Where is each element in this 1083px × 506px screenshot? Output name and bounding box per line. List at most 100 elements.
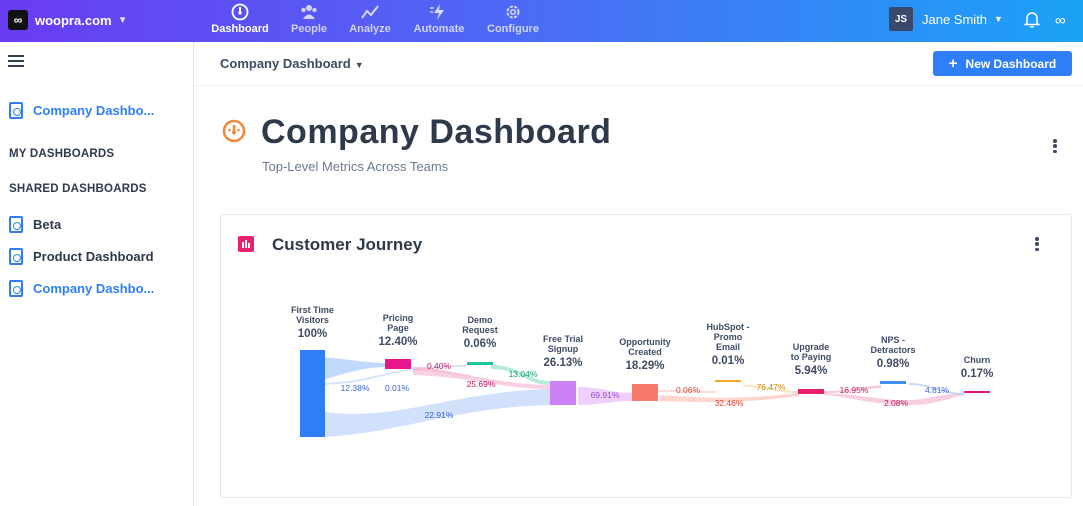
sankey-stage-value: 100% [298,328,327,340]
dashboard-icon [9,247,23,265]
sankey-flow-8 [659,393,799,403]
sankey-flow-10 [824,385,881,393]
nav-configure[interactable]: Configure [478,3,548,39]
sankey-stage-label: Signup [548,344,579,354]
sankey-flow-label: 0.40% [427,361,452,371]
dashboard-icon [9,215,23,233]
sidebar-item-company-dashboard[interactable]: Company Dashbo... [9,100,154,120]
sankey-node-1 [385,359,411,369]
sankey-flow-label: 22.91% [425,410,454,420]
sankey-stage-value: 0.06% [464,338,497,350]
sankey-flow-9 [743,385,799,393]
page-more-options-icon[interactable] [1049,136,1061,156]
sankey-stage-value: 5.94% [795,365,828,377]
sankey-node-4 [632,384,658,401]
customer-journey-card: Customer Journey First Time Visitors 100% P… [220,214,1072,498]
sankey-flow-label: 76.47% [757,382,786,392]
chevron-down-icon: ▼ [117,14,128,26]
shared-dashboards-heading: SHARED DASHBOARDS [9,183,147,195]
sankey-flow-4 [413,371,551,389]
nav-people-label: People [290,23,328,35]
dashboard-selector[interactable]: Company Dashboard ▼ [220,56,364,71]
woopra-logo-icon: ∞ [8,10,28,30]
sankey-stage-value: 0.98% [877,358,910,370]
dashboard-gauge-icon [222,119,246,143]
new-dashboard-button[interactable]: + New Dashboard [933,51,1072,76]
page-title: Company Dashboard [261,113,612,151]
sankey-node-5 [715,380,741,382]
page-subtitle: Top-Level Metrics Across Teams [262,159,449,174]
sidebar: Company Dashbo... MY DASHBOARDS SHARED D… [0,42,194,506]
dashboard-icon [9,279,23,297]
nav-analyze-label: Analyze [349,23,391,35]
sankey-stage-label: Promo [714,332,743,342]
sankey-stage-label: Upgrade [793,342,830,352]
sankey-flow-0 [312,357,387,383]
my-dashboards-heading: MY DASHBOARDS [9,148,115,160]
hamburger-menu-icon[interactable] [8,55,24,67]
dashboard-gauge-icon [205,3,275,23]
sankey-node-0 [300,350,325,437]
nav-automate[interactable]: Automate [404,3,474,39]
sankey-node-2 [467,362,493,365]
sankey-stage-label: Email [716,342,740,352]
sankey-flow-label: 32.46% [715,398,744,408]
sidebar-item-label: Product Dashboard [33,248,154,264]
sankey-stage-label: Created [628,347,662,357]
account-name: woopra.com [35,12,112,28]
sankey-flow-label: 25.69% [467,379,496,389]
sankey-flow-label: 0.06% [676,385,701,395]
sankey-stage-label: First Time [291,305,334,315]
nav-people[interactable]: People [274,3,344,39]
sankey-flow-5 [491,365,551,385]
avatar[interactable]: JS [889,7,913,31]
account-switcher[interactable]: ∞ woopra.com ▼ [8,9,127,31]
sankey-flow-2 [312,389,551,437]
sankey-stage-label: Demo [467,315,493,325]
user-menu[interactable]: Jane Smith [922,12,988,27]
sankey-flow-label: 13.04% [509,369,538,379]
sankey-stage-value: 0.01% [712,355,745,367]
sankey-flow-11 [824,393,965,405]
nav-automate-label: Automate [413,23,465,35]
sankey-node-7 [880,381,906,384]
sidebar-item-company-dashboard-shared[interactable]: Company Dashbo... [9,278,154,298]
sankey-stage-label: Visitors [296,315,329,325]
nav-dashboard[interactable]: Dashboard [205,3,275,39]
sankey-stage-value: 0.17% [961,368,994,380]
sankey-flow-7 [659,390,716,393]
card-more-options-icon[interactable] [1031,234,1043,254]
automate-bolt-icon [404,3,474,23]
sankey-stage-label: Free Trial [543,334,583,344]
sankey-node-8 [964,391,990,393]
sankey-node-6 [798,389,824,394]
sankey-flow-label: 2.08% [884,398,909,408]
sankey-flow-12 [909,383,965,395]
chevron-down-icon: ▼ [354,60,364,70]
divider [194,85,1083,86]
sankey-stage-label: Churn [964,355,991,365]
sidebar-item-beta[interactable]: Beta [9,214,61,234]
bell-icon[interactable] [1022,9,1042,29]
top-navigation-bar: ∞ woopra.com ▼ Dashboard People Analyze … [0,0,1083,42]
dashboard-icon [9,101,23,119]
card-title: Customer Journey [272,235,423,254]
infinity-icon[interactable]: ∞ [1055,12,1066,29]
sankey-stage-label: to Paying [791,352,832,362]
sankey-flow-1 [312,365,466,385]
sankey-stage-label: Request [462,325,498,335]
nav-analyze[interactable]: Analyze [335,3,405,39]
sidebar-item-product-dashboard[interactable]: Product Dashboard [9,246,154,266]
sankey-flow-label: 4.81% [925,385,950,395]
configure-gear-icon [478,3,548,23]
nav-configure-label: Configure [487,23,539,35]
plus-icon: + [948,55,958,72]
sankey-stage-label: NPS - [881,335,905,345]
chart-icon [238,236,254,252]
sankey-stage-label: Pricing [383,313,414,323]
sankey-flow-label: 69.91% [591,390,620,400]
sankey-stage-value: 18.29% [625,360,664,372]
nav-dashboard-label: Dashboard [211,23,269,35]
sankey-flow-label: 0.01% [385,383,410,393]
